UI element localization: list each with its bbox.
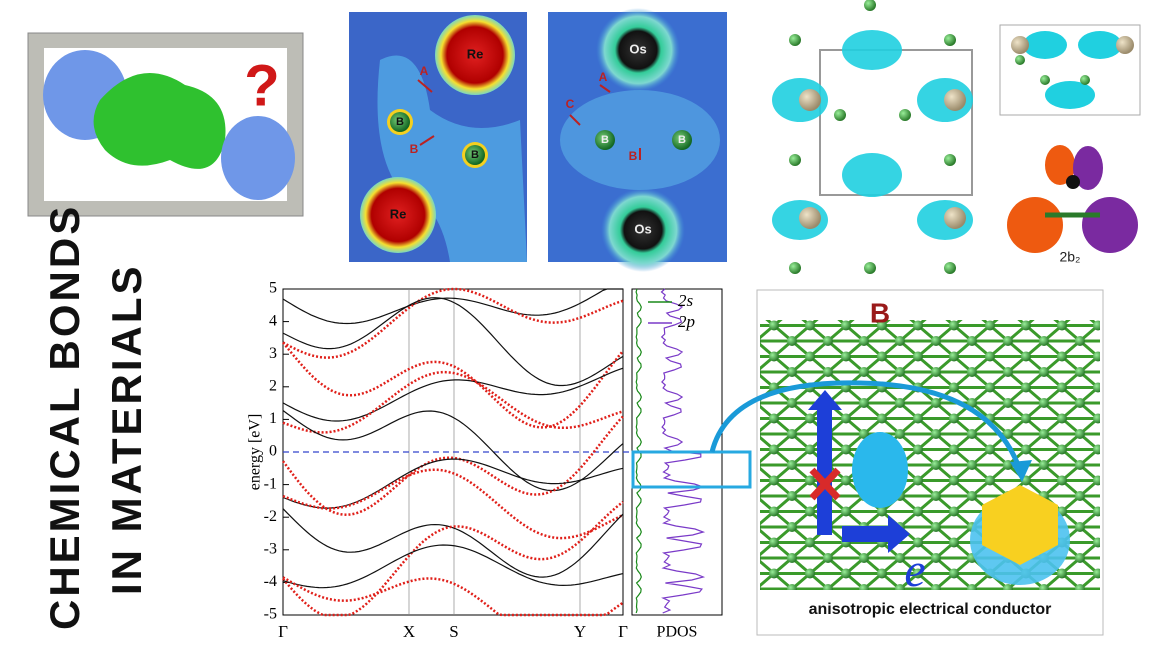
caption: anisotropic electrical conductor bbox=[809, 601, 1052, 618]
band-curve bbox=[282, 544, 624, 589]
k-label: Y bbox=[574, 622, 586, 641]
band-curve bbox=[282, 367, 624, 422]
band-curve bbox=[282, 501, 624, 617]
title-line: CHEMICAL BONDS bbox=[41, 204, 88, 630]
y-tick-label: 3 bbox=[269, 345, 277, 362]
unit-cell bbox=[999, 24, 1141, 116]
band-curve bbox=[282, 508, 624, 578]
legend-label: 2p bbox=[678, 312, 695, 331]
atom-label: B bbox=[471, 149, 479, 161]
legend-label: 2s bbox=[678, 291, 694, 310]
band-curve bbox=[282, 458, 624, 509]
arrow-label: B bbox=[629, 149, 638, 163]
atom-label: Re bbox=[390, 206, 407, 221]
icon: ? bbox=[27, 32, 304, 217]
os-panel bbox=[548, 8, 727, 272]
band-curve bbox=[282, 287, 624, 359]
crystal-structure bbox=[772, 0, 982, 274]
carrier-label: e bbox=[904, 544, 925, 597]
y-tick-label: -4 bbox=[264, 573, 277, 590]
y-tick-label: -2 bbox=[264, 508, 277, 525]
y-tick-label: 4 bbox=[269, 312, 277, 329]
y-axis-label: energy [eV] bbox=[247, 414, 264, 491]
y-tick-label: 1 bbox=[269, 410, 277, 427]
k-label: X bbox=[403, 622, 415, 641]
orbital-label: 2b₂ bbox=[1059, 249, 1080, 265]
k-label: Γ bbox=[618, 622, 628, 641]
band-plot: energy [eV] PDOS -5 -4 -3 -2 -1 0 1 2 3 4 5 Γ X S Y Γ 2s… bbox=[247, 280, 723, 641]
title-line: IN MATERIALS bbox=[103, 263, 150, 595]
conductor-panel: B e anisotropic electrical conductor bbox=[709, 289, 1104, 636]
atom-label: B bbox=[396, 116, 404, 128]
band-curve bbox=[282, 576, 624, 617]
band-curve bbox=[282, 288, 623, 325]
atom-label: Os bbox=[629, 41, 646, 56]
y-tick-label: 5 bbox=[269, 280, 277, 297]
band-curve bbox=[282, 410, 624, 492]
y-tick-label: 0 bbox=[269, 443, 277, 460]
k-label: S bbox=[449, 622, 458, 641]
y-tick-label: -3 bbox=[264, 540, 277, 557]
orbital: 2b₂ bbox=[1007, 145, 1138, 265]
y-tick-label: -5 bbox=[264, 606, 277, 623]
atom-label: B bbox=[678, 134, 686, 146]
atom-label: Os bbox=[634, 221, 651, 236]
arrow-label: A bbox=[599, 70, 608, 84]
y-tick-label: -1 bbox=[264, 475, 277, 492]
pdos-label: PDOS bbox=[657, 624, 698, 641]
atom-label: Re bbox=[467, 46, 484, 61]
band-curve bbox=[282, 370, 624, 434]
arrow-label: B bbox=[410, 142, 419, 156]
question-mark: ? bbox=[244, 53, 279, 118]
band-curve bbox=[282, 297, 624, 387]
arrow-label: C bbox=[566, 97, 575, 111]
element-label: B bbox=[870, 297, 890, 328]
band-curve bbox=[282, 341, 624, 429]
re-panel bbox=[349, 12, 527, 262]
k-label: Γ bbox=[278, 622, 288, 641]
arrow-label: A bbox=[420, 64, 429, 78]
atom-label: B bbox=[601, 134, 609, 146]
highlight-box bbox=[631, 450, 752, 489]
band-curve bbox=[282, 468, 624, 540]
band-curve bbox=[281, 415, 624, 517]
y-tick-label: 2 bbox=[269, 377, 277, 394]
